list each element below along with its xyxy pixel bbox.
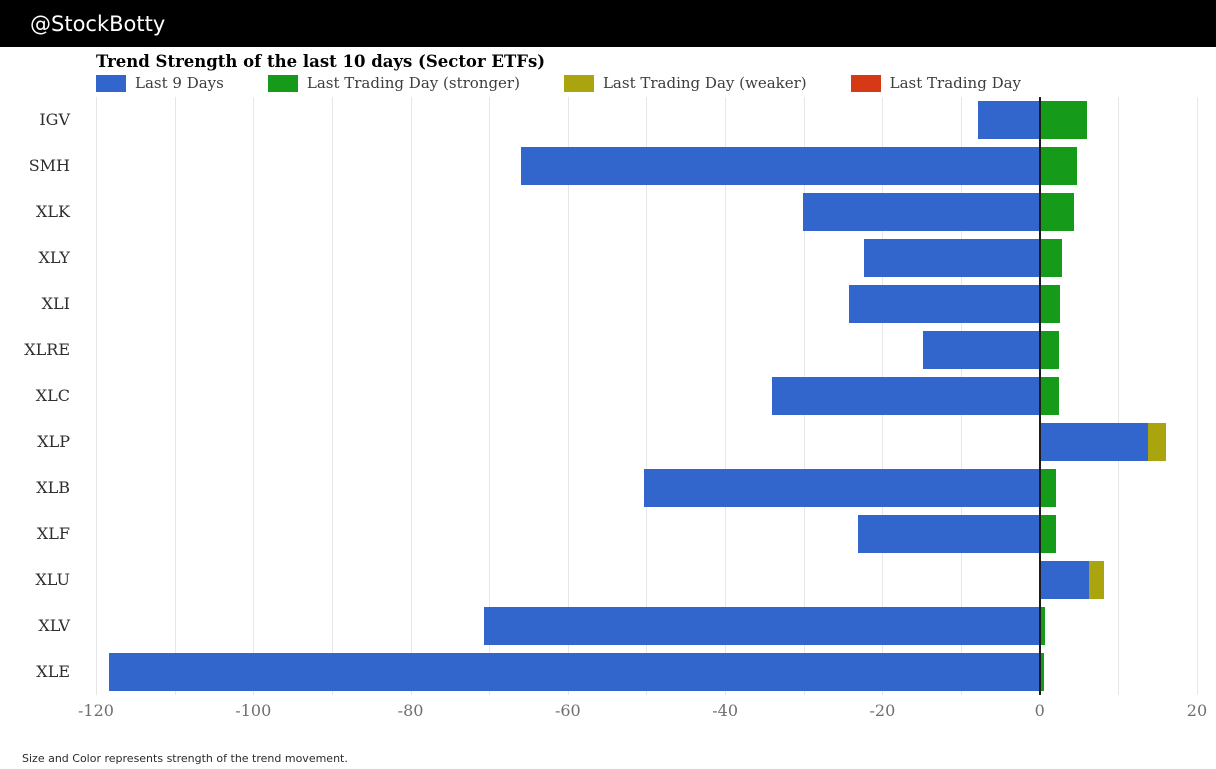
legend-swatch-icon <box>267 74 298 92</box>
legend-label: Last Trading Day (stronger) <box>306 74 520 92</box>
legend-label: Last Trading Day (weaker) <box>602 74 807 92</box>
y-axis-label: XLC <box>35 386 70 405</box>
bar-last-day-stronger <box>1039 377 1059 415</box>
bar-last-day-stronger <box>1039 515 1057 553</box>
x-axis-labels: -120 -100 -80 -60 -40 -20 0 20 <box>78 701 1208 725</box>
bar-last-day-stronger <box>1039 469 1057 507</box>
y-axis-labels: IGV SMH XLK XLY XLI XLRE XLC XLP XLB XLF XLU XLV XLE <box>0 97 70 695</box>
bar-last-9-days <box>1039 561 1090 599</box>
y-axis-label: XLE <box>36 662 70 681</box>
bar-last-9-days <box>771 377 1040 415</box>
account-handle: @StockBotty <box>30 11 166 36</box>
bar-last-day-stronger <box>1039 147 1077 185</box>
legend-swatch-icon <box>563 74 594 92</box>
y-axis-label: XLF <box>36 524 70 543</box>
y-axis-label: XLP <box>37 432 70 451</box>
bar-last-day-weaker <box>1089 561 1105 599</box>
legend-label: Last 9 Days <box>135 74 224 92</box>
bar-last-day-stronger <box>1039 285 1061 323</box>
grid-line <box>725 97 727 695</box>
x-tick-label: -100 <box>235 701 272 720</box>
y-axis-label: IGV <box>39 110 70 129</box>
grid-line <box>489 97 491 695</box>
bar-last-day-stronger <box>1039 193 1074 231</box>
footnote: Size and Color represents strength of th… <box>22 752 348 765</box>
bar-last-9-days <box>484 607 1040 645</box>
plot-area <box>96 97 1208 695</box>
zero-line <box>1038 97 1041 695</box>
legend-item-1: Last 9 Days <box>96 74 224 92</box>
x-tick-label: -20 <box>869 701 896 720</box>
y-axis-label: XLB <box>36 478 70 497</box>
bar-last-day-stronger <box>1039 239 1062 277</box>
y-axis-label: SMH <box>28 156 70 175</box>
x-tick-label: -60 <box>554 701 581 720</box>
y-axis-label: XLRE <box>24 340 70 359</box>
chart-title: Trend Strength of the last 10 days (Sect… <box>96 52 546 71</box>
grid-line <box>646 97 648 695</box>
bar-last-day-stronger <box>1039 331 1059 369</box>
bar-last-day-weaker <box>1148 423 1166 461</box>
bar-last-9-days <box>108 653 1040 691</box>
y-axis-label: XLK <box>36 202 70 221</box>
bar-last-9-days <box>923 331 1040 369</box>
legend-label: Last Trading Day <box>889 74 1022 92</box>
x-tick-label: 0 <box>1034 701 1045 720</box>
x-tick-label: -120 <box>78 701 114 720</box>
grid-line <box>567 97 569 695</box>
bar-last-9-days <box>1039 423 1149 461</box>
grid-line <box>410 97 412 695</box>
bar-last-9-days <box>858 515 1040 553</box>
grid-line <box>96 97 97 695</box>
grid-line <box>331 97 333 695</box>
bar-last-9-days <box>849 285 1040 323</box>
x-tick-label: -80 <box>397 701 424 720</box>
y-axis-label: XLY <box>38 248 70 267</box>
bar-last-9-days <box>863 239 1040 277</box>
bar-last-day-stronger <box>1039 653 1044 691</box>
bar-last-day-stronger <box>1039 607 1046 645</box>
y-axis-label: XLV <box>38 616 70 635</box>
legend-swatch-icon <box>850 74 881 92</box>
bar-last-day-stronger <box>1039 101 1087 139</box>
header-bar: @StockBotty <box>0 0 1216 47</box>
bar-last-9-days <box>977 101 1040 139</box>
bar-last-9-days <box>644 469 1040 507</box>
bar-last-9-days <box>520 147 1040 185</box>
grid-line <box>1118 97 1120 695</box>
y-axis-label: XLU <box>35 570 70 589</box>
legend-item-4: Last Trading Day <box>850 74 1022 92</box>
grid-line <box>253 97 255 695</box>
grid-line <box>174 97 176 695</box>
x-tick-label: 20 <box>1186 701 1208 720</box>
y-axis-label: XLI <box>41 294 70 313</box>
legend-item-2: Last Trading Day (stronger) <box>267 74 520 92</box>
chart-legend: Last 9 Days Last Trading Day (stronger) La… <box>96 74 1021 92</box>
bar-last-9-days <box>802 193 1040 231</box>
legend-swatch-icon <box>96 74 126 92</box>
legend-item-3: Last Trading Day (weaker) <box>563 74 807 92</box>
x-tick-label: -40 <box>712 701 738 720</box>
grid-line <box>1196 97 1198 695</box>
